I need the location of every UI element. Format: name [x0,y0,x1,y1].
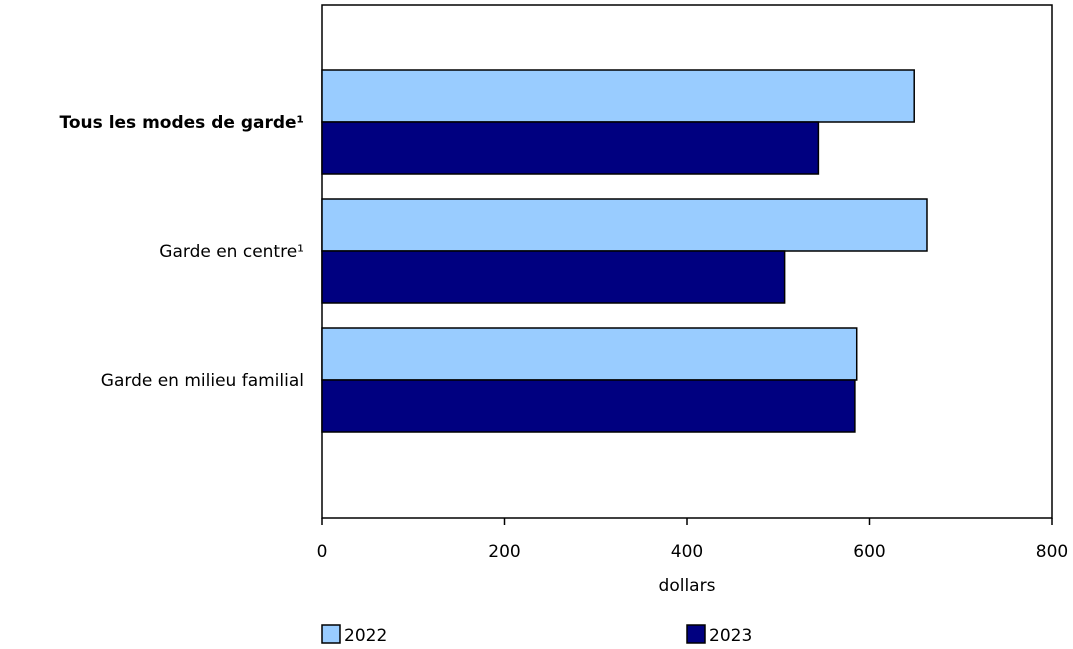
legend-label-2022: 2022 [344,626,387,646]
bar-2022-1 [321,198,928,252]
legend-swatch-2022 [321,624,341,644]
bar-2022-2 [321,327,858,381]
bars [321,69,928,433]
category-label-1: Garde en centre¹ [159,242,304,262]
x-axis-title: dollars [659,576,716,596]
x-tick-label-3: 600 [853,542,885,562]
legend-label-2023: 2023 [709,626,752,646]
category-label-2: Garde en milieu familial [101,371,304,391]
category-labels: Tous les modes de garde¹ Garde en centre¹… [60,113,304,391]
category-label-0: Tous les modes de garde¹ [60,113,304,133]
bar-2022-0 [321,69,915,123]
legend: 2022 2023 [321,624,752,646]
x-tick-label-4: 800 [1036,542,1068,562]
x-tick-label-1: 200 [488,542,520,562]
bar-2023-0 [321,121,820,175]
bar-2023-2 [321,379,856,433]
x-tick-label-2: 400 [671,542,703,562]
bar-2023-1 [321,250,786,304]
x-axis-ticks: 0 200 400 600 800 [317,518,1068,562]
legend-swatch-2023 [686,624,706,644]
x-tick-label-0: 0 [317,542,328,562]
